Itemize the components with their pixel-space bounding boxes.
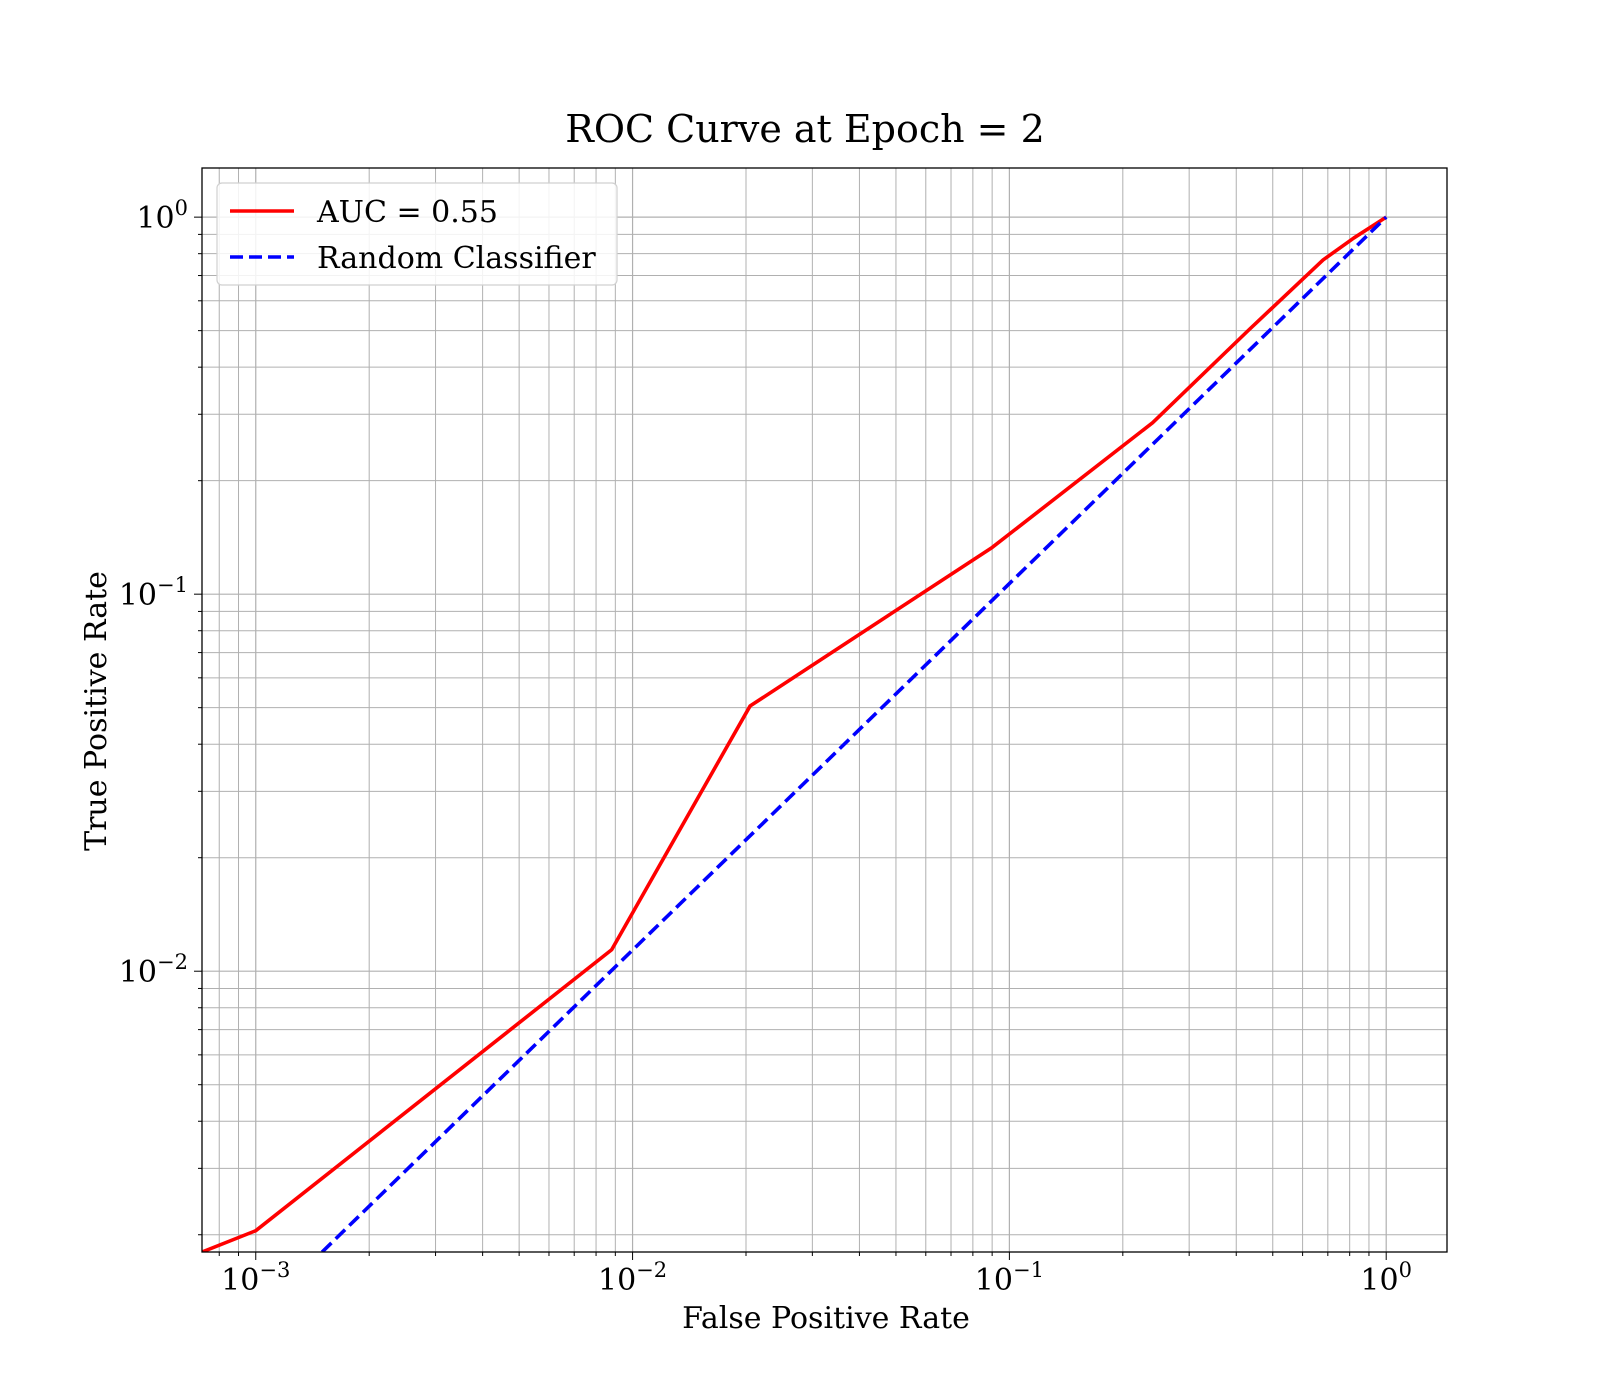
y-tick-label: 100: [136, 196, 188, 236]
legend-label-0: AUC = 0.55: [316, 195, 498, 230]
series-line-1: [320, 215, 1388, 1252]
y-tick-label: 10−2: [119, 950, 188, 990]
series-group: [202, 215, 1388, 1252]
y-axis-label: True Positive Rate: [79, 571, 114, 851]
grid: [194, 168, 1447, 1260]
y-tick-labels: 10−2 10−1 100: [119, 196, 188, 990]
chart-title: ROC Curve at Epoch = 2: [565, 107, 1045, 151]
y-tick-label: 10−1: [119, 573, 188, 613]
x-axis-label: False Positive Rate: [682, 1301, 970, 1336]
x-tick-label: 10−3: [221, 1258, 290, 1298]
legend: AUC = 0.55 Random Classifier: [216, 182, 618, 286]
x-tick-label: 10−2: [598, 1258, 667, 1298]
x-tick-labels: 10−3 10−2 10−1 100: [221, 1258, 1412, 1298]
legend-box: [216, 182, 618, 286]
plot-frame: [201, 167, 1448, 1253]
legend-label-1: Random Classifier: [317, 241, 596, 276]
x-tick-label: 10−1: [975, 1258, 1044, 1298]
series-line-0: [202, 215, 1388, 1252]
x-tick-label: 100: [1360, 1258, 1412, 1298]
